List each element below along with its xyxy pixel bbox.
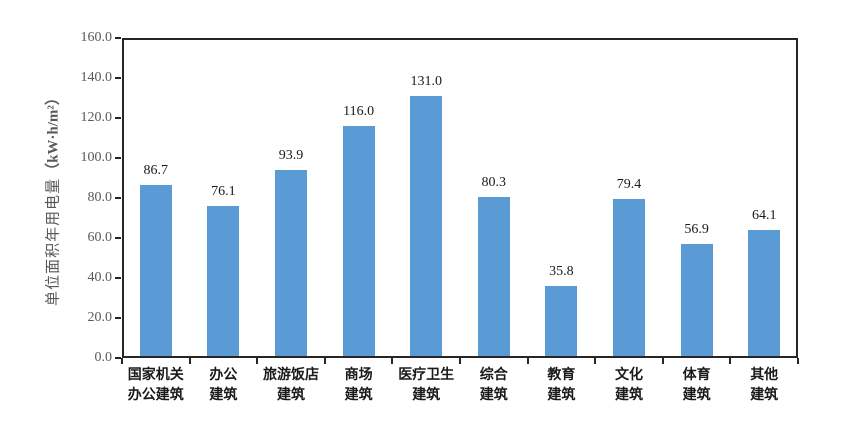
x-tick-mark: [729, 358, 732, 364]
y-tick-label: 20.0: [87, 310, 113, 325]
x-category-label: 综合 建筑: [460, 366, 528, 406]
bar: [275, 170, 307, 356]
y-tick-label: 80.0: [87, 190, 113, 205]
x-tick-mark: [661, 358, 664, 364]
x-category-label-line: 综合: [479, 368, 508, 383]
x-tick-mark: [323, 358, 326, 364]
y-tick-mark: [115, 77, 121, 79]
y-tick-mark: [115, 197, 121, 199]
x-category-label-line: 文化: [614, 368, 643, 383]
x-category-label-line: 建筑: [209, 388, 238, 403]
x-category-label-line: 建筑: [547, 388, 576, 403]
x-category-label: 文化 建筑: [595, 366, 663, 406]
bar: [545, 286, 578, 356]
bar: [207, 205, 240, 356]
x-tick-mark: [797, 358, 799, 364]
x-category-label: 国家机关 办公建筑: [122, 366, 190, 406]
bar-value-label: 35.8: [549, 264, 574, 280]
y-tick-label: 160.0: [80, 30, 113, 45]
x-category-label-line: 体育: [682, 368, 711, 383]
bar: [139, 184, 172, 356]
x-category-label-line: 建筑: [276, 388, 305, 403]
bar: [613, 199, 645, 356]
x-category-label-line: 建筑: [479, 388, 508, 403]
x-tick-mark: [459, 358, 461, 364]
bar: [342, 126, 375, 356]
x-category-label-line: 建筑: [750, 388, 779, 403]
x-category-label: 体育 建筑: [663, 366, 731, 406]
bar-value-label: 93.9: [278, 148, 304, 164]
x-tick-mark: [188, 358, 191, 364]
y-tick-mark: [115, 37, 121, 39]
x-category-label-line: 医疗卫生: [398, 368, 455, 383]
bar-value-label: 80.3: [481, 175, 507, 191]
x-category-label-line: 教育: [547, 368, 576, 383]
y-tick-mark: [115, 277, 121, 279]
x-tick-mark: [526, 358, 529, 364]
x-category-label-line: 建筑: [682, 388, 711, 403]
x-category-label-line: 建筑: [344, 388, 373, 403]
x-category-label-line: 国家机关: [127, 368, 184, 383]
y-tick-label: 100.0: [80, 150, 113, 165]
x-category-label-line: 建筑: [412, 388, 441, 403]
y-tick-label: 60.0: [87, 230, 113, 245]
x-category-label: 商场 建筑: [325, 366, 393, 406]
y-tick-mark: [115, 317, 121, 319]
x-tick-mark: [121, 358, 123, 364]
bar-value-label: 131.0: [410, 74, 442, 89]
y-tick-label: 120.0: [80, 110, 113, 125]
y-tick-mark: [115, 117, 121, 119]
y-tick-mark: [115, 357, 121, 359]
bar: [748, 229, 781, 356]
x-category-label: 办公 建筑: [190, 366, 258, 406]
x-category-label-line: 办公建筑: [127, 388, 184, 403]
x-tick-mark: [594, 358, 597, 364]
y-tick-label: 40.0: [87, 270, 113, 285]
x-category-label-line: 其他: [750, 368, 779, 383]
x-tick-mark: [256, 358, 259, 364]
x-category-label-line: 建筑: [614, 388, 643, 403]
bar-value-label: 76.1: [211, 183, 236, 199]
bar-value-label: 116.0: [343, 104, 375, 119]
bar-value-label: 64.1: [751, 207, 777, 223]
y-tick-mark: [115, 237, 121, 239]
x-tick-mark: [391, 358, 394, 364]
x-category-label: 医疗卫生 建筑: [392, 366, 460, 406]
x-category-label-line: 办公: [209, 368, 238, 383]
x-category-label-line: 商场: [344, 368, 373, 383]
x-category-label: 教育 建筑: [528, 366, 596, 406]
x-category-label: 其他 建筑: [730, 366, 798, 406]
y-tick-label: 0.0: [94, 350, 113, 365]
y-tick-label: 140.0: [80, 70, 113, 85]
bar-value-label: 79.4: [616, 177, 642, 193]
bar-value-label: 86.7: [143, 162, 169, 178]
bar-value-label: 56.9: [684, 222, 709, 238]
x-category-label: 旅游饭店 建筑: [257, 366, 325, 406]
y-tick-mark: [115, 157, 121, 159]
bar: [477, 197, 510, 356]
x-category-label-line: 旅游饭店: [262, 368, 319, 383]
bar: [410, 96, 443, 356]
bar: [680, 244, 713, 356]
